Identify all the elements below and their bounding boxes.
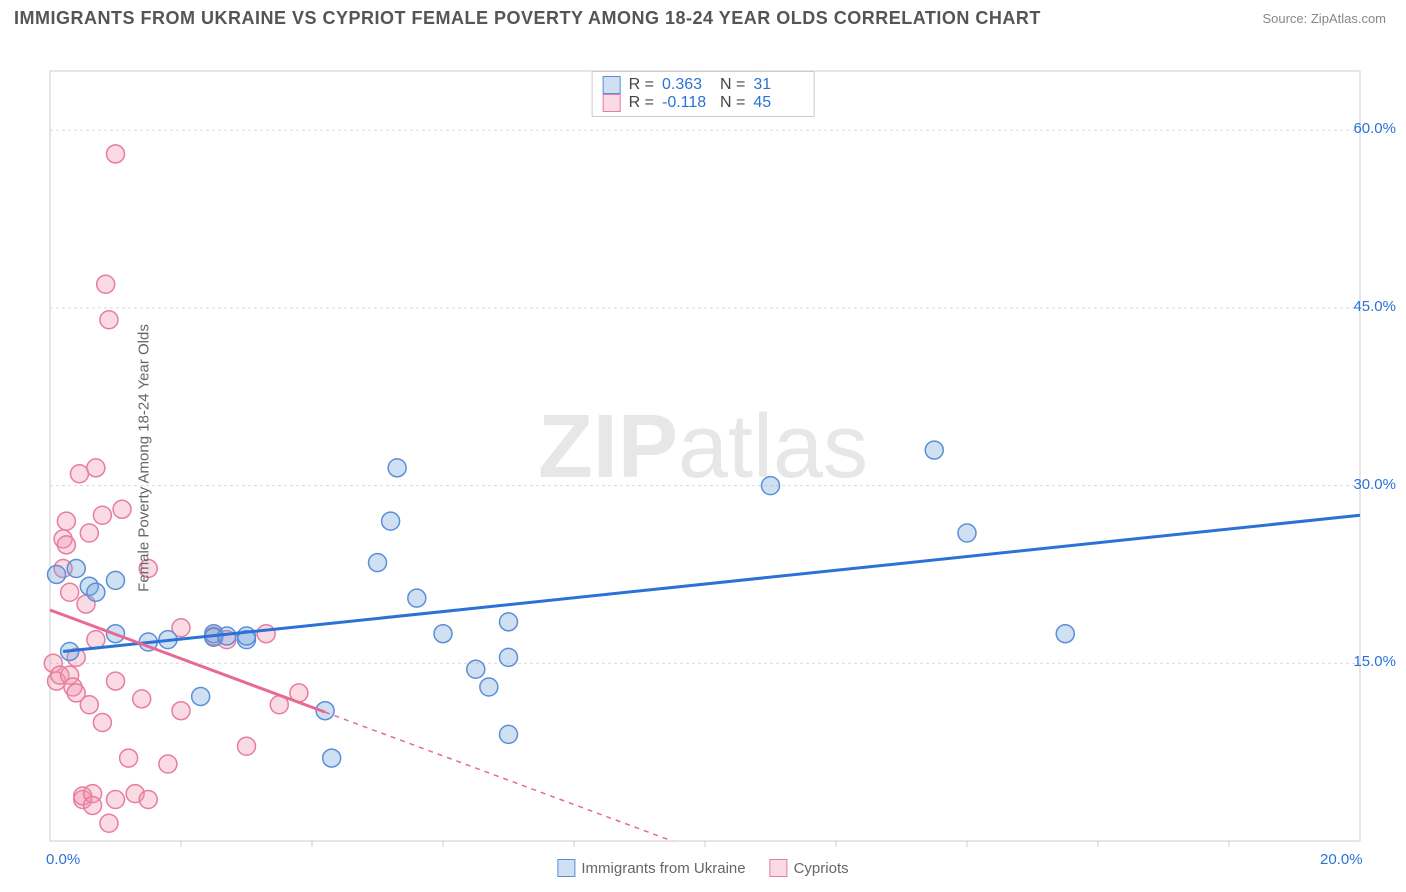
y-tick-label: 45.0%	[1353, 298, 1396, 315]
chart-container: Female Poverty Among 18-24 Year Olds ZIP…	[0, 33, 1406, 883]
r-value-1: 0.363	[662, 76, 712, 94]
stats-legend: R = 0.363 N = 31 R = -0.118 N = 45	[592, 71, 815, 117]
stats-row-series-1: R = 0.363 N = 31	[603, 76, 804, 94]
stats-row-series-2: R = -0.118 N = 45	[603, 94, 804, 112]
swatch-icon	[770, 859, 788, 877]
bottom-legend: Immigrants from Ukraine Cypriots	[557, 859, 848, 877]
y-tick-label: 15.0%	[1353, 653, 1396, 670]
y-tick-label: 60.0%	[1353, 120, 1396, 137]
n-value-2: 45	[753, 94, 803, 112]
r-value-2: -0.118	[662, 94, 712, 112]
swatch-icon	[557, 859, 575, 877]
x-tick-label: 0.0%	[46, 851, 80, 868]
legend-item-2: Cypriots	[770, 859, 849, 877]
n-value-1: 31	[753, 76, 803, 94]
source-attribution: Source: ZipAtlas.com	[1262, 11, 1386, 26]
legend-item-1: Immigrants from Ukraine	[557, 859, 745, 877]
y-tick-label: 30.0%	[1353, 476, 1396, 493]
x-tick-label: 20.0%	[1320, 851, 1363, 868]
swatch-icon	[603, 94, 621, 112]
swatch-icon	[603, 76, 621, 94]
legend-label-1: Immigrants from Ukraine	[581, 860, 745, 877]
scatter-chart	[0, 33, 1406, 883]
legend-label-2: Cypriots	[794, 860, 849, 877]
y-axis-label: Female Poverty Among 18-24 Year Olds	[135, 324, 152, 592]
chart-title: IMMIGRANTS FROM UKRAINE VS CYPRIOT FEMAL…	[14, 8, 1041, 29]
